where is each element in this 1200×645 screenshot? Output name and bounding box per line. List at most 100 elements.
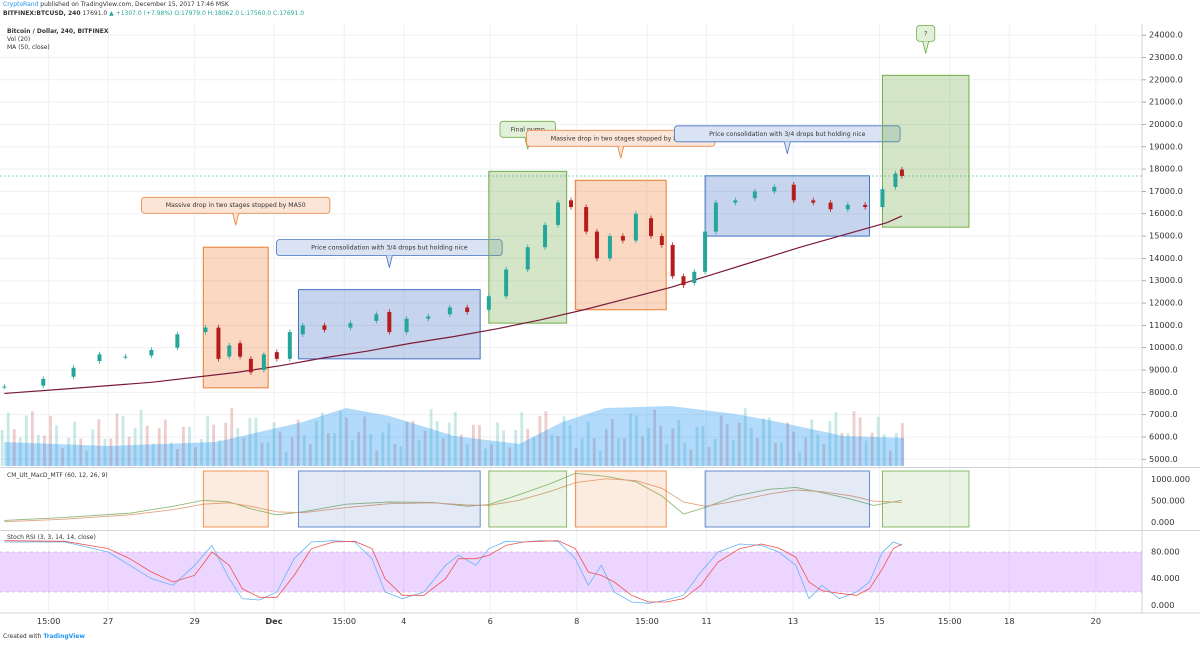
price-tick-label: 9000.0 [1149,365,1178,375]
volume-bar [85,450,89,466]
time-tick-label: 15 [874,616,884,626]
time-tick-label: 20 [1091,616,1101,626]
volume-bar [786,422,789,466]
volume-bar [91,429,95,466]
annotation-box-green [881,74,970,228]
candle-body [681,276,686,286]
author-link[interactable]: CryptoRand [3,1,39,8]
volume-bar [532,437,536,466]
candle-body [238,343,243,357]
volume-bar [151,443,155,466]
stoch-tick-label: 0.000 [1151,600,1174,610]
callout-text: ? [924,30,927,37]
volume-bar [272,422,276,466]
tradingview-logo[interactable]: TradingView [43,633,85,640]
candle-body [71,367,76,377]
macd-tick-label: 500.000 [1151,496,1185,506]
volume-bar [864,440,868,466]
candle-body [348,323,353,328]
volume-bar [768,417,771,466]
volume-bar [659,425,663,466]
time-tick-label: 6 [488,616,493,626]
time-tick-label: 8 [574,616,579,626]
volume-bar [459,434,463,466]
candle-body [649,218,654,237]
volume-bar [417,440,421,466]
callout-text: Final pump [511,126,545,133]
volume-bar [453,412,457,466]
volume-bar [780,442,783,466]
candle-body [274,352,279,359]
volume-bar [816,434,820,466]
legend-ma: MA (50, close) [7,44,50,51]
candle-body [374,314,379,321]
time-tick-label: 15:00 [332,616,356,626]
candle-body [465,307,470,312]
volume-bar [133,427,137,466]
candle-body [203,327,208,333]
volume-bar [447,422,451,466]
volume-bar [290,437,294,466]
volume-bar [302,435,306,466]
candle-body [845,204,850,210]
price-tick-label: 10000.0 [1149,342,1183,352]
volume-bar [399,446,403,466]
volume-bar [30,411,34,466]
callout-pointer [922,41,930,54]
volume-bar [296,419,300,466]
candle-body [404,318,409,333]
candle-body [828,202,833,210]
candle-body [543,224,548,248]
volume-bar [308,444,312,466]
volume-bar [314,421,318,466]
volume-bar [278,431,282,466]
callout-text: Price consolidation with 3/4 drops but h… [311,245,468,252]
volume-bar [623,438,626,466]
volume-bar [163,419,167,466]
volume-bar [441,438,445,466]
candle-body [123,356,128,358]
volume-bar [218,440,222,466]
volume-bar [157,428,161,466]
stoch-tick-label: 80.000 [1151,547,1180,557]
candle-body [670,245,675,277]
volume-bar [175,449,179,466]
volume-bar [375,450,379,466]
volume-ma-area [4,406,905,466]
volume-bar [743,408,747,466]
macd-annotation-box [298,470,481,528]
volume-bar [846,433,850,466]
price-tick-label: 21000.0 [1149,97,1183,107]
volume-bar [472,424,475,466]
volume-bar [115,413,119,466]
volume-bar [586,421,590,466]
volume-bar [43,435,46,466]
stoch-line [4,540,903,603]
volume-bar [357,432,361,466]
volume-bar [363,416,367,466]
volume-bar [762,418,765,466]
volume-bar [598,450,602,466]
annotation-box-blue [704,175,870,237]
annotation-box-orange [574,179,667,311]
stoch-band [0,552,1142,592]
volume-bar [230,408,234,466]
time-tick-label: 18 [1004,616,1014,626]
volume-bar [900,423,904,466]
price-tick-label: 5000.0 [1149,454,1178,464]
candle-body [569,200,573,208]
price-tick-label: 8000.0 [1149,387,1178,397]
candle-body [426,316,431,319]
volume-bar [465,444,469,466]
price-tick-label: 11000.0 [1149,320,1183,330]
volume-bar [580,438,584,466]
trading-chart[interactable]: Massive drop in two stages stopped by MA… [0,0,1200,630]
volume-bar [719,415,723,466]
volume-bar [18,437,22,466]
chart-header: CryptoRand published on TradingView.com,… [0,0,1200,24]
stoch-line [4,540,903,604]
candle-body [556,202,561,225]
volume-bar [478,425,481,466]
volume-bar [266,442,270,466]
macd-line [4,472,903,521]
